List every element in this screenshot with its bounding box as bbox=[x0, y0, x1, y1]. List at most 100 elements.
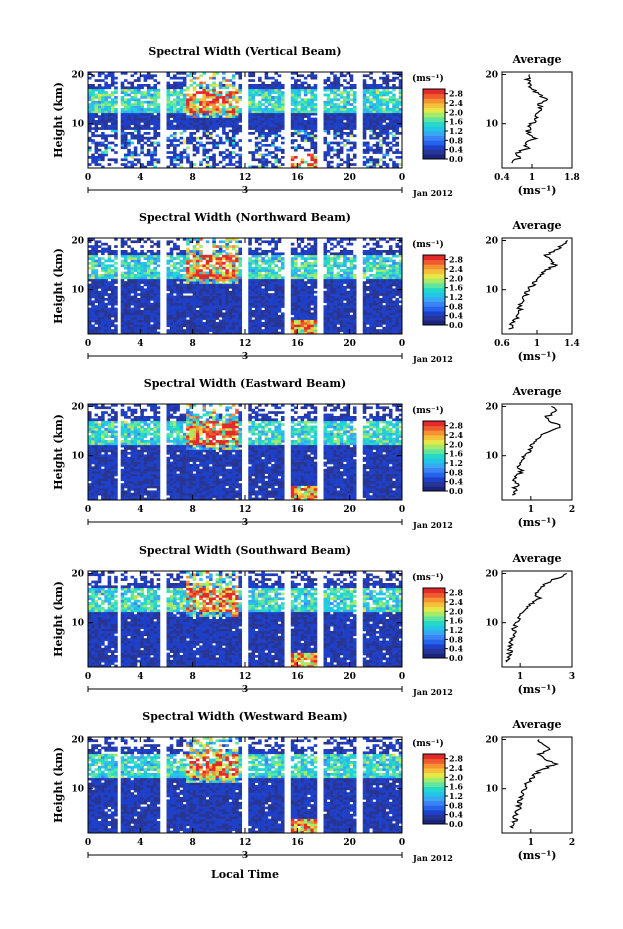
heatmap-cell bbox=[343, 322, 347, 325]
heatmap-cell bbox=[369, 120, 373, 123]
heatmap-cell bbox=[202, 144, 207, 147]
heatmap-cell bbox=[264, 148, 269, 152]
heatmap-cell bbox=[274, 158, 279, 162]
heatmap-cell bbox=[392, 165, 396, 169]
heatmap-cell bbox=[107, 257, 112, 260]
heatmap-cell bbox=[261, 124, 265, 128]
heatmap-cell bbox=[127, 295, 131, 299]
heatmap-cell bbox=[192, 124, 197, 128]
heatmap-cell bbox=[310, 252, 314, 256]
heatmap-cell bbox=[202, 266, 207, 270]
heatmap-cell bbox=[326, 148, 331, 152]
heatmap-cell bbox=[218, 103, 223, 106]
heatmap-cell bbox=[300, 305, 305, 308]
heatmap-cell bbox=[395, 120, 400, 123]
heatmap-cell bbox=[235, 110, 239, 114]
colorbar-tick-label: 0.8 bbox=[449, 135, 463, 145]
heatmap-cell bbox=[186, 266, 190, 270]
heatmap-cell bbox=[375, 151, 380, 154]
heatmap-cell bbox=[264, 252, 269, 256]
heatmap-cell bbox=[209, 293, 213, 296]
heatmap-cell bbox=[169, 324, 174, 328]
heatmap-cell bbox=[130, 96, 135, 99]
heatmap-cell bbox=[212, 257, 216, 260]
heatmap-cell bbox=[173, 276, 177, 280]
heatmap-cell bbox=[91, 317, 95, 320]
heatmap-cell bbox=[231, 122, 236, 126]
heatmap-cell bbox=[274, 88, 279, 92]
heatmap-cell bbox=[107, 307, 112, 311]
heatmap-cell bbox=[153, 84, 157, 87]
heatmap-cell bbox=[277, 314, 282, 318]
heatmap-cell bbox=[186, 146, 190, 150]
heatmap-cell bbox=[300, 281, 305, 284]
heatmap-cell bbox=[303, 108, 308, 111]
heatmap-cell bbox=[202, 298, 207, 301]
heatmap-cell bbox=[375, 108, 380, 111]
heatmap-cell bbox=[123, 242, 128, 246]
heatmap-cell bbox=[218, 264, 223, 268]
heatmap-cell bbox=[330, 266, 334, 270]
heatmap-cell bbox=[382, 108, 386, 111]
heatmap-cell bbox=[120, 276, 125, 280]
heatmap-cell bbox=[267, 93, 272, 97]
heatmap-cell bbox=[290, 262, 295, 265]
heatmap-cell bbox=[326, 274, 331, 277]
heatmap-cell bbox=[209, 112, 213, 116]
heatmap-cell bbox=[300, 331, 305, 335]
heatmap-cell bbox=[202, 324, 207, 328]
heatmap-cell bbox=[182, 122, 187, 126]
heatmap-cell bbox=[225, 300, 229, 304]
heatmap-cell bbox=[146, 290, 151, 294]
heatmap-cell bbox=[326, 96, 331, 99]
heatmap-cell bbox=[143, 91, 148, 94]
heatmap-cell bbox=[238, 98, 243, 102]
heatmap-cell bbox=[297, 302, 301, 306]
heatmap-cell bbox=[254, 144, 259, 147]
heatmap-cell bbox=[248, 96, 252, 99]
heatmap-cell bbox=[205, 257, 210, 260]
heatmap-cell bbox=[300, 238, 305, 241]
heatmap-cell bbox=[297, 91, 301, 94]
heatmap-cell bbox=[261, 259, 265, 263]
heatmap-cell bbox=[146, 310, 151, 313]
heatmap-cell bbox=[271, 271, 275, 275]
heatmap-cell bbox=[156, 127, 161, 130]
heatmap-cell bbox=[205, 312, 210, 316]
heatmap-cell bbox=[137, 286, 141, 289]
heatmap-cell bbox=[114, 103, 118, 106]
heatmap-cell bbox=[372, 290, 377, 294]
heatmap-cell bbox=[271, 88, 275, 92]
heatmap-cell bbox=[264, 72, 269, 75]
heatmap-cell bbox=[280, 326, 285, 330]
heatmap-cell bbox=[297, 300, 301, 304]
heatmap-cell bbox=[274, 148, 279, 152]
heatmap-cell bbox=[166, 165, 171, 169]
heatmap-cell bbox=[352, 283, 357, 287]
heatmap-cell bbox=[326, 319, 331, 323]
heatmap-cell bbox=[225, 305, 229, 308]
heatmap-cell bbox=[110, 264, 115, 268]
heatmap-cell bbox=[88, 136, 92, 140]
heatmap-cell bbox=[303, 305, 308, 308]
heatmap-cell bbox=[235, 91, 239, 94]
heatmap-cell bbox=[97, 317, 102, 320]
heatmap-cell bbox=[101, 281, 105, 284]
heatmap-cell bbox=[94, 276, 99, 280]
heatmap-cell bbox=[218, 290, 223, 294]
heatmap-cell bbox=[346, 307, 350, 311]
heatmap-cell bbox=[290, 146, 295, 150]
heatmap-cell bbox=[199, 319, 203, 323]
heatmap-cell bbox=[218, 259, 223, 263]
heatmap-cell bbox=[254, 271, 259, 275]
heatmap-cell bbox=[133, 136, 138, 140]
heatmap-cell bbox=[127, 110, 131, 114]
heatmap-cell bbox=[218, 160, 223, 164]
heatmap-cell bbox=[202, 264, 207, 268]
heatmap-cell bbox=[254, 276, 259, 280]
heatmap-cell bbox=[182, 266, 187, 270]
heatmap-cell bbox=[218, 245, 223, 248]
heatmap-cell bbox=[379, 98, 383, 102]
heatmap-cell bbox=[130, 127, 135, 130]
heatmap-cell bbox=[369, 122, 373, 126]
